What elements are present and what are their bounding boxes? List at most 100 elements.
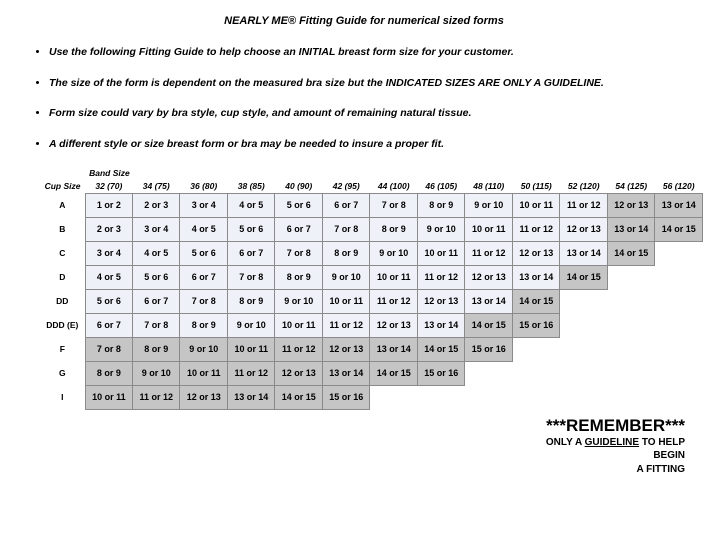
size-cell: 9 or 10 [417, 217, 465, 241]
size-cell: 6 or 7 [227, 241, 275, 265]
size-cell: 13 or 14 [370, 337, 418, 361]
size-cell: 15 or 16 [465, 337, 513, 361]
band-header-row: Cup Size 32 (70) 34 (75) 36 (80) 38 (85)… [40, 179, 703, 194]
remember-line1: ONLY A GUIDELINE TO HELP [25, 436, 685, 450]
remember-block: ***REMEMBER*** ONLY A GUIDELINE TO HELP … [25, 416, 703, 477]
size-cell: 7 or 8 [275, 241, 323, 265]
size-cell: 12 or 13 [607, 193, 655, 217]
size-cell: 9 or 10 [322, 265, 370, 289]
size-cell: 14 or 15 [370, 361, 418, 385]
size-cell: 7 or 8 [227, 265, 275, 289]
fitting-table-wrap: Band Size Cup Size 32 (70) 34 (75) 36 (8… [40, 168, 703, 410]
size-cell: 5 or 6 [275, 193, 323, 217]
size-cell: 5 or 6 [133, 265, 180, 289]
band-header: 54 (125) [607, 179, 655, 194]
size-cell: 11 or 12 [322, 313, 370, 337]
size-cell: 8 or 9 [417, 193, 465, 217]
note-item: A different style or size breast form or… [49, 137, 703, 152]
cup-label: F [40, 337, 85, 361]
size-cell: 12 or 13 [417, 289, 465, 313]
band-header: 36 (80) [180, 179, 228, 194]
size-cell: 8 or 9 [322, 241, 370, 265]
band-header: 56 (120) [655, 179, 703, 194]
note-item: Use the following Fitting Guide to help … [49, 45, 703, 60]
cup-label: G [40, 361, 85, 385]
size-cell: 6 or 7 [180, 265, 228, 289]
size-cell: 14 or 15 [607, 241, 655, 265]
band-header: 44 (100) [370, 179, 418, 194]
size-cell: 3 or 4 [180, 193, 228, 217]
note-item: The size of the form is dependent on the… [49, 76, 703, 91]
remember-heading: ***REMEMBER*** [25, 416, 685, 436]
remember-line3: A FITTING [25, 463, 685, 477]
size-cell: 11 or 12 [275, 337, 323, 361]
size-cell: 11 or 12 [417, 265, 465, 289]
size-cell: 4 or 5 [227, 193, 275, 217]
size-cell: 10 or 11 [322, 289, 370, 313]
size-cell: 5 or 6 [227, 217, 275, 241]
table-row: DD5 or 66 or 77 or 88 or 99 or 1010 or 1… [40, 289, 703, 313]
size-cell: 7 or 8 [180, 289, 228, 313]
size-cell: 9 or 10 [227, 313, 275, 337]
size-cell: 9 or 10 [133, 361, 180, 385]
size-cell: 10 or 11 [180, 361, 228, 385]
size-cell: 8 or 9 [370, 217, 418, 241]
page-title: NEARLY ME® Fitting Guide for numerical s… [25, 15, 703, 27]
size-cell: 9 or 10 [275, 289, 323, 313]
size-cell: 13 or 14 [465, 289, 513, 313]
size-cell: 13 or 14 [655, 193, 703, 217]
size-cell: 11 or 12 [512, 217, 560, 241]
table-row: DDD (E)6 or 77 or 88 or 99 or 1010 or 11… [40, 313, 703, 337]
size-cell: 1 or 2 [85, 193, 132, 217]
size-cell: 4 or 5 [85, 265, 132, 289]
size-cell: 12 or 13 [465, 265, 513, 289]
size-cell: 13 or 14 [322, 361, 370, 385]
size-cell: 2 or 3 [133, 193, 180, 217]
size-cell: 11 or 12 [370, 289, 418, 313]
band-header: 34 (75) [133, 179, 180, 194]
size-cell: 10 or 11 [465, 217, 513, 241]
size-cell: 15 or 16 [322, 385, 370, 409]
table-row: I10 or 1111 or 1212 or 1313 or 1414 or 1… [40, 385, 703, 409]
size-cell: 10 or 11 [512, 193, 560, 217]
cup-label: DDD (E) [40, 313, 85, 337]
size-cell: 14 or 15 [512, 289, 560, 313]
remember-line2: BEGIN [25, 449, 685, 463]
size-cell: 10 or 11 [227, 337, 275, 361]
size-cell: 12 or 13 [512, 241, 560, 265]
table-row: C3 or 44 or 55 or 66 or 77 or 88 or 99 o… [40, 241, 703, 265]
size-cell: 8 or 9 [227, 289, 275, 313]
size-cell: 11 or 12 [560, 193, 608, 217]
size-cell: 9 or 10 [180, 337, 228, 361]
cup-label: I [40, 385, 85, 409]
size-cell: 11 or 12 [133, 385, 180, 409]
size-cell: 10 or 11 [85, 385, 132, 409]
size-cell: 11 or 12 [227, 361, 275, 385]
cup-label: A [40, 193, 85, 217]
table-row: F7 or 88 or 99 or 1010 or 1111 or 1212 o… [40, 337, 703, 361]
size-cell: 6 or 7 [133, 289, 180, 313]
size-cell: 14 or 15 [560, 265, 608, 289]
size-cell: 13 or 14 [607, 217, 655, 241]
band-header: 40 (90) [275, 179, 323, 194]
band-header: 38 (85) [227, 179, 275, 194]
size-cell: 12 or 13 [370, 313, 418, 337]
size-cell: 13 or 14 [417, 313, 465, 337]
notes-list: Use the following Fitting Guide to help … [25, 45, 703, 152]
size-cell: 5 or 6 [180, 241, 228, 265]
size-cell: 7 or 8 [322, 217, 370, 241]
size-cell: 2 or 3 [85, 217, 132, 241]
band-header: 50 (115) [512, 179, 560, 194]
size-cell: 12 or 13 [180, 385, 228, 409]
size-cell: 3 or 4 [133, 217, 180, 241]
size-cell: 4 or 5 [180, 217, 228, 241]
size-cell: 3 or 4 [85, 241, 132, 265]
size-cell: 15 or 16 [417, 361, 465, 385]
size-cell: 10 or 11 [275, 313, 323, 337]
band-size-label: Band Size [85, 168, 702, 179]
band-header: 52 (120) [560, 179, 608, 194]
size-cell: 14 or 15 [275, 385, 323, 409]
cup-label: DD [40, 289, 85, 313]
table-row: G8 or 99 or 1010 or 1111 or 1212 or 1313… [40, 361, 703, 385]
size-cell: 8 or 9 [85, 361, 132, 385]
